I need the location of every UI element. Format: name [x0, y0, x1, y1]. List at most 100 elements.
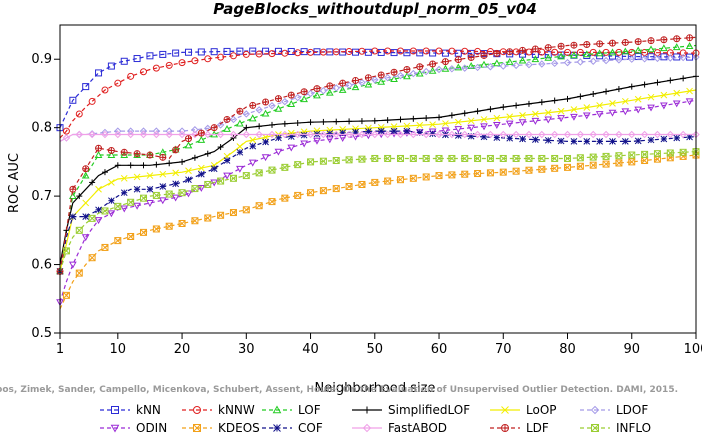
- data-point: [474, 155, 481, 162]
- data-point: [409, 155, 417, 162]
- data-point: [653, 130, 662, 139]
- data-point: [409, 47, 417, 55]
- data-point: [362, 423, 372, 433]
- x-tick-label: 20: [174, 342, 191, 357]
- data-point: [217, 211, 224, 219]
- series-odin: [56, 98, 697, 307]
- data-point: [307, 189, 315, 197]
- data-point: [120, 57, 128, 65]
- data-point: [81, 171, 90, 179]
- legend-item: LDF: [490, 421, 549, 434]
- data-point: [261, 154, 270, 162]
- data-point: [512, 155, 520, 162]
- legend-item: LDOF: [580, 403, 648, 417]
- x-tick-label: 70: [495, 342, 512, 357]
- data-point: [94, 151, 103, 158]
- data-point: [609, 100, 616, 107]
- data-point: [563, 130, 572, 139]
- data-point: [281, 194, 289, 202]
- data-point: [641, 151, 648, 158]
- data-point: [152, 191, 160, 199]
- data-point: [236, 148, 244, 156]
- data-point: [634, 95, 642, 103]
- data-point: [602, 160, 610, 168]
- data-point: [512, 130, 520, 139]
- data-point: [499, 62, 507, 70]
- data-point: [660, 135, 668, 143]
- data-point: [474, 170, 481, 177]
- data-point: [564, 155, 571, 162]
- data-point: [551, 164, 559, 172]
- data-point: [570, 106, 578, 113]
- data-point: [525, 60, 533, 69]
- data-point: [281, 164, 289, 171]
- data-point: [396, 176, 404, 184]
- data-point: [101, 244, 109, 251]
- data-point: [538, 48, 546, 56]
- data-point: [191, 126, 199, 134]
- data-point: [255, 50, 263, 58]
- data-point: [525, 48, 533, 56]
- data-point: [345, 48, 353, 56]
- data-point: [172, 49, 180, 57]
- data-point: [615, 152, 623, 160]
- data-point: [110, 424, 120, 433]
- data-point: [435, 130, 443, 139]
- data-point: [654, 150, 661, 158]
- data-point: [501, 406, 509, 414]
- data-point: [454, 132, 462, 139]
- data-point: [602, 130, 610, 139]
- data-point: [577, 154, 584, 162]
- data-point: [589, 153, 597, 161]
- data-point: [532, 110, 539, 118]
- data-point: [191, 130, 199, 139]
- data-point: [306, 130, 315, 139]
- legend-label: COF: [298, 421, 323, 434]
- x-tick-label: 90: [623, 342, 640, 357]
- data-point: [666, 54, 675, 62]
- data-point: [281, 97, 289, 106]
- y-tick-label: 0.5: [31, 326, 52, 341]
- data-point: [197, 135, 206, 143]
- data-point: [281, 49, 289, 57]
- data-point: [300, 131, 308, 139]
- data-point: [628, 48, 636, 56]
- data-point: [653, 150, 661, 158]
- data-point: [262, 133, 269, 141]
- data-point: [223, 125, 231, 132]
- data-point: [216, 121, 225, 129]
- data-point: [685, 98, 694, 106]
- data-point: [679, 53, 687, 62]
- data-point: [673, 89, 681, 97]
- data-point: [75, 226, 83, 234]
- data-point: [294, 191, 302, 199]
- data-point: [551, 155, 559, 162]
- series-line: [59, 130, 697, 272]
- data-point: [422, 155, 430, 162]
- data-point: [178, 219, 186, 227]
- data-point: [564, 48, 572, 56]
- data-point: [672, 43, 681, 51]
- data-point: [133, 151, 141, 158]
- data-point: [647, 45, 655, 53]
- data-point: [409, 174, 417, 182]
- data-point: [178, 189, 186, 197]
- data-point: [114, 237, 122, 245]
- data-point: [621, 138, 629, 145]
- data-point: [365, 128, 372, 135]
- data-point: [679, 148, 687, 156]
- data-point: [191, 185, 199, 193]
- data-point: [193, 424, 201, 432]
- x-tick-label: 30: [238, 342, 255, 357]
- data-point: [506, 134, 514, 142]
- data-point: [486, 130, 495, 139]
- data-point: [223, 47, 231, 55]
- data-point: [557, 137, 565, 145]
- data-point: [454, 126, 463, 134]
- data-point: [171, 194, 180, 202]
- data-point: [294, 161, 302, 169]
- series-line: [59, 56, 697, 142]
- data-point: [62, 291, 70, 299]
- data-point: [178, 220, 186, 227]
- data-point: [75, 269, 83, 277]
